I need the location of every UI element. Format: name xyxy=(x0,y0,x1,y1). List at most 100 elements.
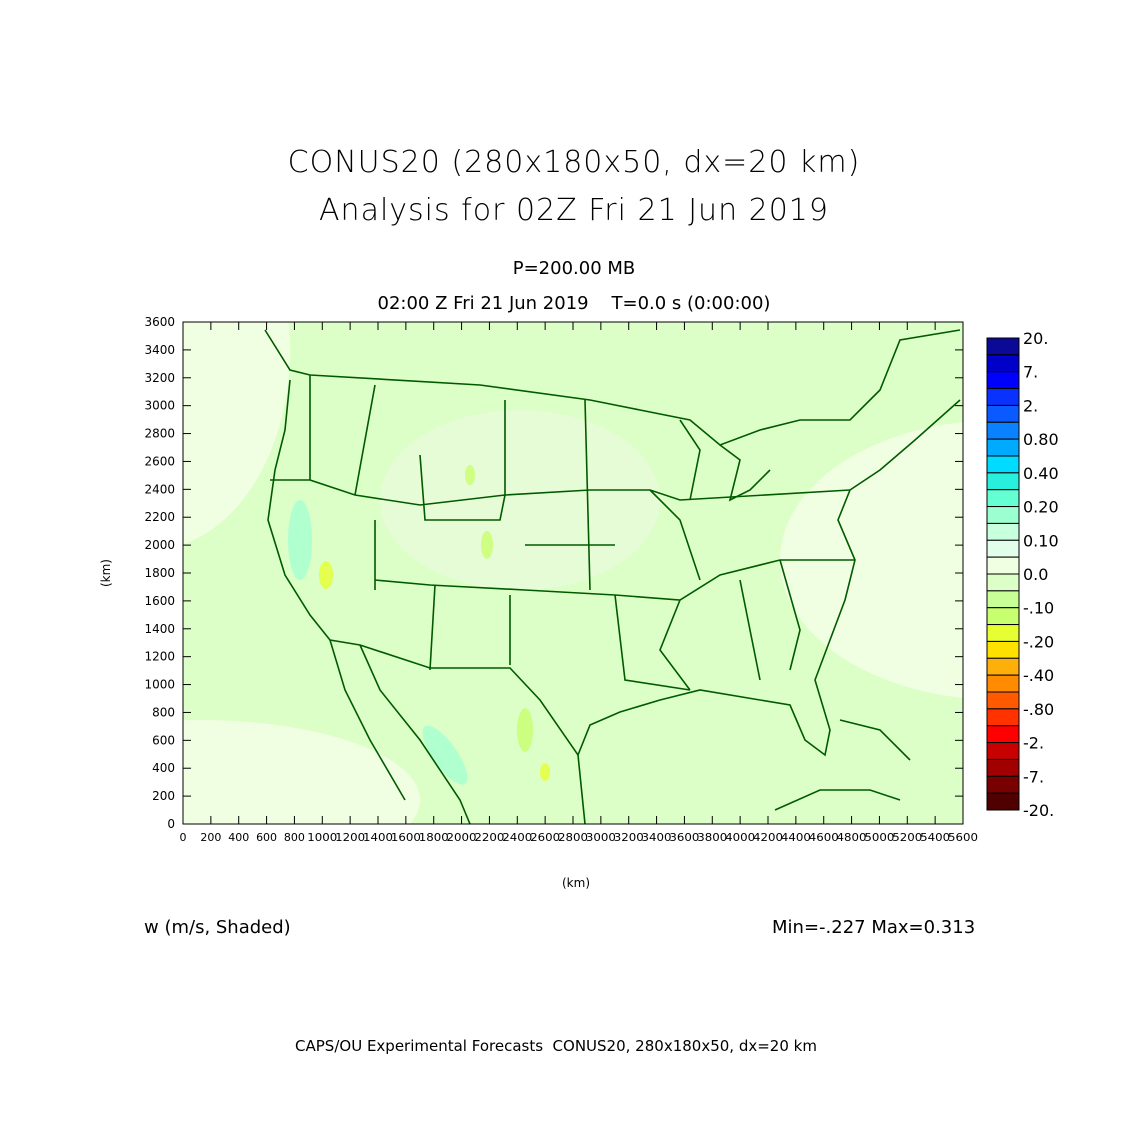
y-tick-label: 600 xyxy=(152,733,175,747)
x-tick-label: 200 xyxy=(200,831,221,844)
x-tick-label: 5600 xyxy=(948,831,978,844)
shaded-field xyxy=(183,322,963,824)
colorbar-box xyxy=(986,758,1020,777)
colorbar-label: -.10 xyxy=(1023,599,1054,618)
colorbar-box xyxy=(986,775,1020,794)
field-region-light xyxy=(183,322,290,545)
colorbar-box xyxy=(986,590,1020,609)
field-blob-negative xyxy=(465,465,475,485)
colorbar-label: -2. xyxy=(1023,734,1044,753)
x-tick-label: 4600 xyxy=(809,831,839,844)
x-tick-label: 3600 xyxy=(669,831,699,844)
y-tick-label: 1600 xyxy=(144,594,175,608)
y-tick-label: 3600 xyxy=(144,315,175,329)
x-tick-label: 1800 xyxy=(419,831,449,844)
x-tick-label: 1600 xyxy=(391,831,421,844)
x-tick-label: 5400 xyxy=(920,831,950,844)
colorbar-label: 0.80 xyxy=(1023,430,1059,449)
colorbar: 20. 7. 2. 0.80 0.40 0.20 0.10 0.0 -.10 -.20 -.40 -.… xyxy=(986,329,1059,820)
colorbar-box xyxy=(986,742,1020,760)
northern-border xyxy=(264,329,961,446)
colorbar-box xyxy=(986,573,1020,592)
x-tick-label: 4400 xyxy=(781,831,811,844)
x-tick-label: 3800 xyxy=(697,831,727,844)
field-blob-negative xyxy=(540,763,550,781)
colorbar-box xyxy=(986,725,1020,744)
colorbar-box xyxy=(986,455,1020,474)
x-tick-label: 5000 xyxy=(864,831,894,844)
x-tick-label: 3200 xyxy=(614,831,644,844)
x-tick-label: 2000 xyxy=(447,831,477,844)
x-tick-label: 1400 xyxy=(363,831,393,844)
y-tick-label: 3200 xyxy=(144,371,175,385)
x-tick-label: 2200 xyxy=(474,831,504,844)
field-blob-negative xyxy=(481,531,493,559)
x-tick-label: 2600 xyxy=(530,831,560,844)
x-tick-label: 600 xyxy=(256,831,277,844)
title-line1: CONUS20 (280x180x50, dx=20 km) xyxy=(287,145,861,180)
colorbar-label: -7. xyxy=(1023,767,1044,786)
colorbar-box xyxy=(986,354,1020,373)
field-blob-negative xyxy=(319,561,333,589)
y-tick-label: 3000 xyxy=(144,399,175,413)
colorbar-label: 20. xyxy=(1023,329,1048,348)
min-max-label: Min=-.227 Max=0.313 xyxy=(772,917,976,938)
caribbean-islands xyxy=(774,719,911,811)
colorbar-box xyxy=(986,674,1020,693)
x-tick-label: 4000 xyxy=(725,831,755,844)
colorbar-box xyxy=(986,691,1020,710)
colorbar-box xyxy=(986,337,1020,356)
colorbar-box xyxy=(986,657,1020,676)
y-tick-label: 800 xyxy=(152,705,175,719)
field-blob-negative xyxy=(517,708,533,752)
colorbar-label: 0.10 xyxy=(1023,531,1059,550)
colorbar-label: 7. xyxy=(1023,363,1038,382)
y-tick-label: 2200 xyxy=(144,510,175,524)
x-tick-label: 1200 xyxy=(335,831,365,844)
colorbar-label: -.40 xyxy=(1023,666,1054,685)
colorbar-box xyxy=(986,489,1020,508)
y-tick-label: 2400 xyxy=(144,482,175,496)
y-axis-label: (km) xyxy=(99,558,114,588)
x-tick-label: 800 xyxy=(284,831,305,844)
field-blob-positive xyxy=(422,725,468,785)
colorbar-label: -.20 xyxy=(1023,632,1054,651)
y-tick-label: 0 xyxy=(167,817,175,831)
colorbar-box xyxy=(986,388,1020,406)
y-tick-label: 200 xyxy=(152,789,175,803)
x-tick-label: 3000 xyxy=(586,831,616,844)
colorbar-box xyxy=(986,607,1020,626)
colorbar-label: -.80 xyxy=(1023,700,1054,719)
colorbar-label: 0.40 xyxy=(1023,464,1059,483)
colorbar-box xyxy=(986,522,1020,541)
y-tick-label: 2000 xyxy=(144,538,175,552)
colorbar-label: -20. xyxy=(1023,801,1054,820)
colorbar-box xyxy=(986,421,1020,440)
field-label: w (m/s, Shaded) xyxy=(144,917,291,938)
colorbar-label: 2. xyxy=(1023,396,1038,415)
x-tick-label: 5200 xyxy=(892,831,922,844)
colorbar-label: 0.20 xyxy=(1023,498,1059,517)
x-tick-label: 0 xyxy=(180,831,187,844)
colorbar-label: 0.0 xyxy=(1023,565,1048,584)
colorbar-box xyxy=(986,404,1020,423)
y-tick-label: 1000 xyxy=(144,678,175,692)
coastline xyxy=(267,379,961,757)
y-tick-label: 2800 xyxy=(144,427,175,441)
great-lakes xyxy=(679,419,771,502)
x-tick-label: 3400 xyxy=(642,831,672,844)
x-tick-label: 400 xyxy=(228,831,249,844)
mexico-coast xyxy=(329,639,586,824)
colorbar-box xyxy=(986,708,1020,727)
field-region-light xyxy=(183,720,420,824)
colorbar-box xyxy=(986,556,1020,575)
x-tick-label: 4200 xyxy=(753,831,783,844)
x-tick-label: 2400 xyxy=(502,831,532,844)
colorbar-box xyxy=(986,371,1020,390)
field-region-light xyxy=(380,410,660,590)
x-tick-label: 2800 xyxy=(558,831,588,844)
x-tick-label: 1000 xyxy=(307,831,337,844)
y-tick-label: 3400 xyxy=(144,343,175,357)
colorbar-box xyxy=(986,438,1020,457)
